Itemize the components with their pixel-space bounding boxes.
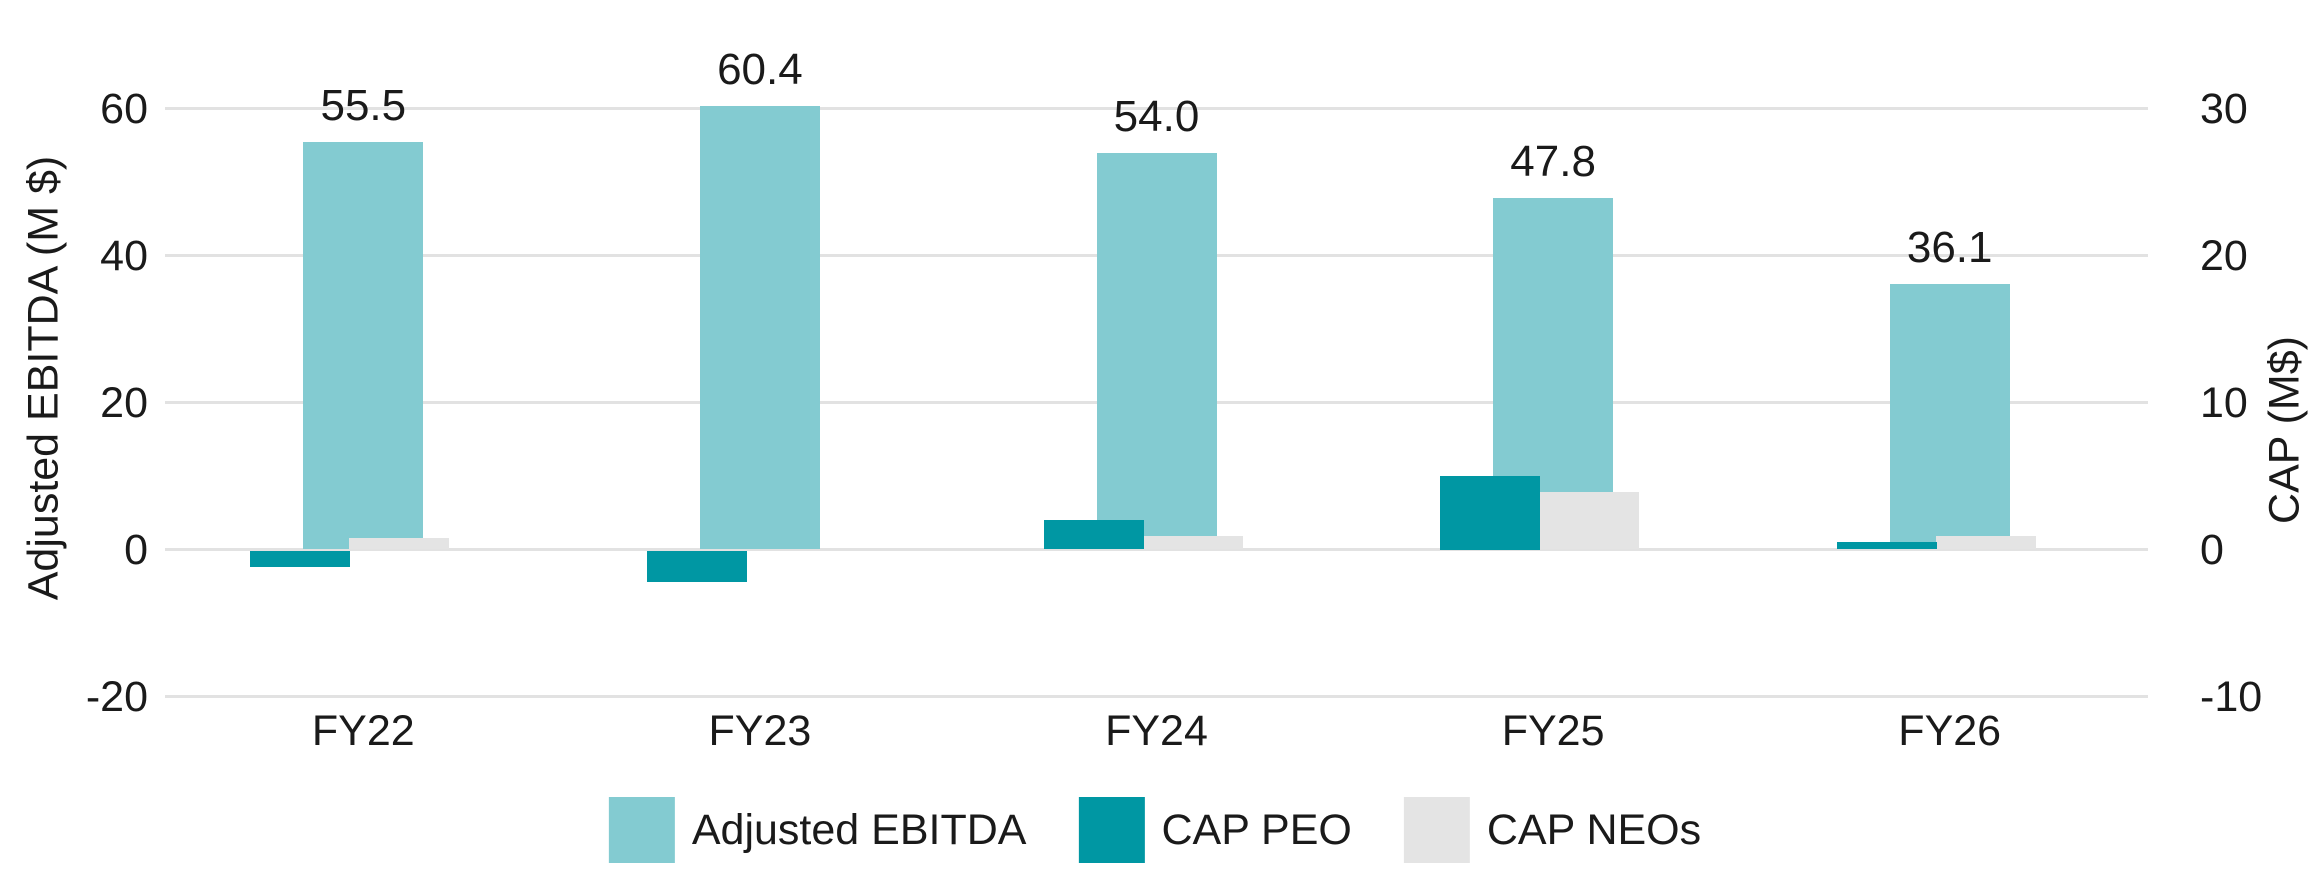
x-axis-label-fy22: FY22 (311, 707, 415, 755)
gridline-60 (165, 107, 2148, 110)
legend-label: CAP NEOs (1486, 805, 1702, 854)
bar-cap-peo-fy26 (1836, 542, 1937, 550)
x-axis-label-fy25: FY25 (1501, 707, 1605, 755)
gridline-0 (165, 548, 2148, 551)
bar-adjusted-ebitda-fy22 (303, 141, 424, 550)
bar-cap-neos-fy25 (1539, 492, 1640, 550)
left-axis-tick: 0 (124, 525, 148, 574)
right-axis-tick: 10 (2200, 378, 2248, 427)
bar-adjusted-ebitda-fy24 (1096, 152, 1217, 550)
data-label-fy26: 36.1 (1906, 223, 1993, 273)
bar-cap-peo-fy22 (250, 551, 351, 568)
bar-cap-peo-fy23 (646, 551, 747, 582)
legend-swatch-icon (608, 797, 675, 863)
data-label-fy22: 55.5 (320, 80, 407, 130)
legend-swatch-icon (1403, 797, 1470, 863)
legend-item-adjusted-ebitda: Adjusted EBITDA (608, 797, 1027, 863)
bar-cap-neos-fy22 (349, 537, 450, 550)
legend-swatch-icon (1078, 797, 1145, 863)
x-axis-label-fy24: FY24 (1105, 707, 1208, 755)
bar-cap-neos-fy24 (1142, 536, 1243, 550)
gridline--20 (165, 695, 2148, 698)
legend-item-cap-peo: CAP PEO (1078, 797, 1352, 863)
bar-adjusted-ebitda-fy23 (699, 105, 820, 550)
bar-cap-neos-fy26 (1935, 536, 2036, 550)
right-axis-tick: 20 (2200, 231, 2248, 280)
right-axis-tick: 30 (2200, 84, 2248, 133)
legend-label: CAP PEO (1161, 805, 1352, 854)
right-axis-tick: -10 (2200, 672, 2263, 721)
legend-label: Adjusted EBITDA (691, 805, 1027, 854)
x-axis-label-fy23: FY23 (708, 707, 812, 755)
left-axis-tick: 60 (100, 84, 148, 133)
left-axis-tick: -20 (85, 672, 148, 721)
data-label-fy25: 47.8 (1510, 137, 1596, 187)
right-axis-title: CAP (M$) (2260, 336, 2309, 524)
right-axis-tick: 0 (2200, 525, 2224, 574)
left-axis-tick: 40 (100, 231, 148, 280)
bar-adjusted-ebitda-fy26 (1889, 284, 2010, 550)
left-axis-tick: 20 (100, 378, 148, 427)
legend: Adjusted EBITDA CAP PEO CAP NEOs (608, 797, 1702, 863)
bar-cap-peo-fy24 (1043, 520, 1144, 550)
x-axis-label-fy26: FY26 (1898, 707, 2002, 755)
legend-item-cap-neos: CAP NEOs (1403, 797, 1702, 863)
data-label-fy23: 60.4 (717, 44, 803, 94)
data-label-fy24: 54.0 (1113, 91, 1200, 141)
bar-cap-peo-fy25 (1440, 476, 1541, 550)
